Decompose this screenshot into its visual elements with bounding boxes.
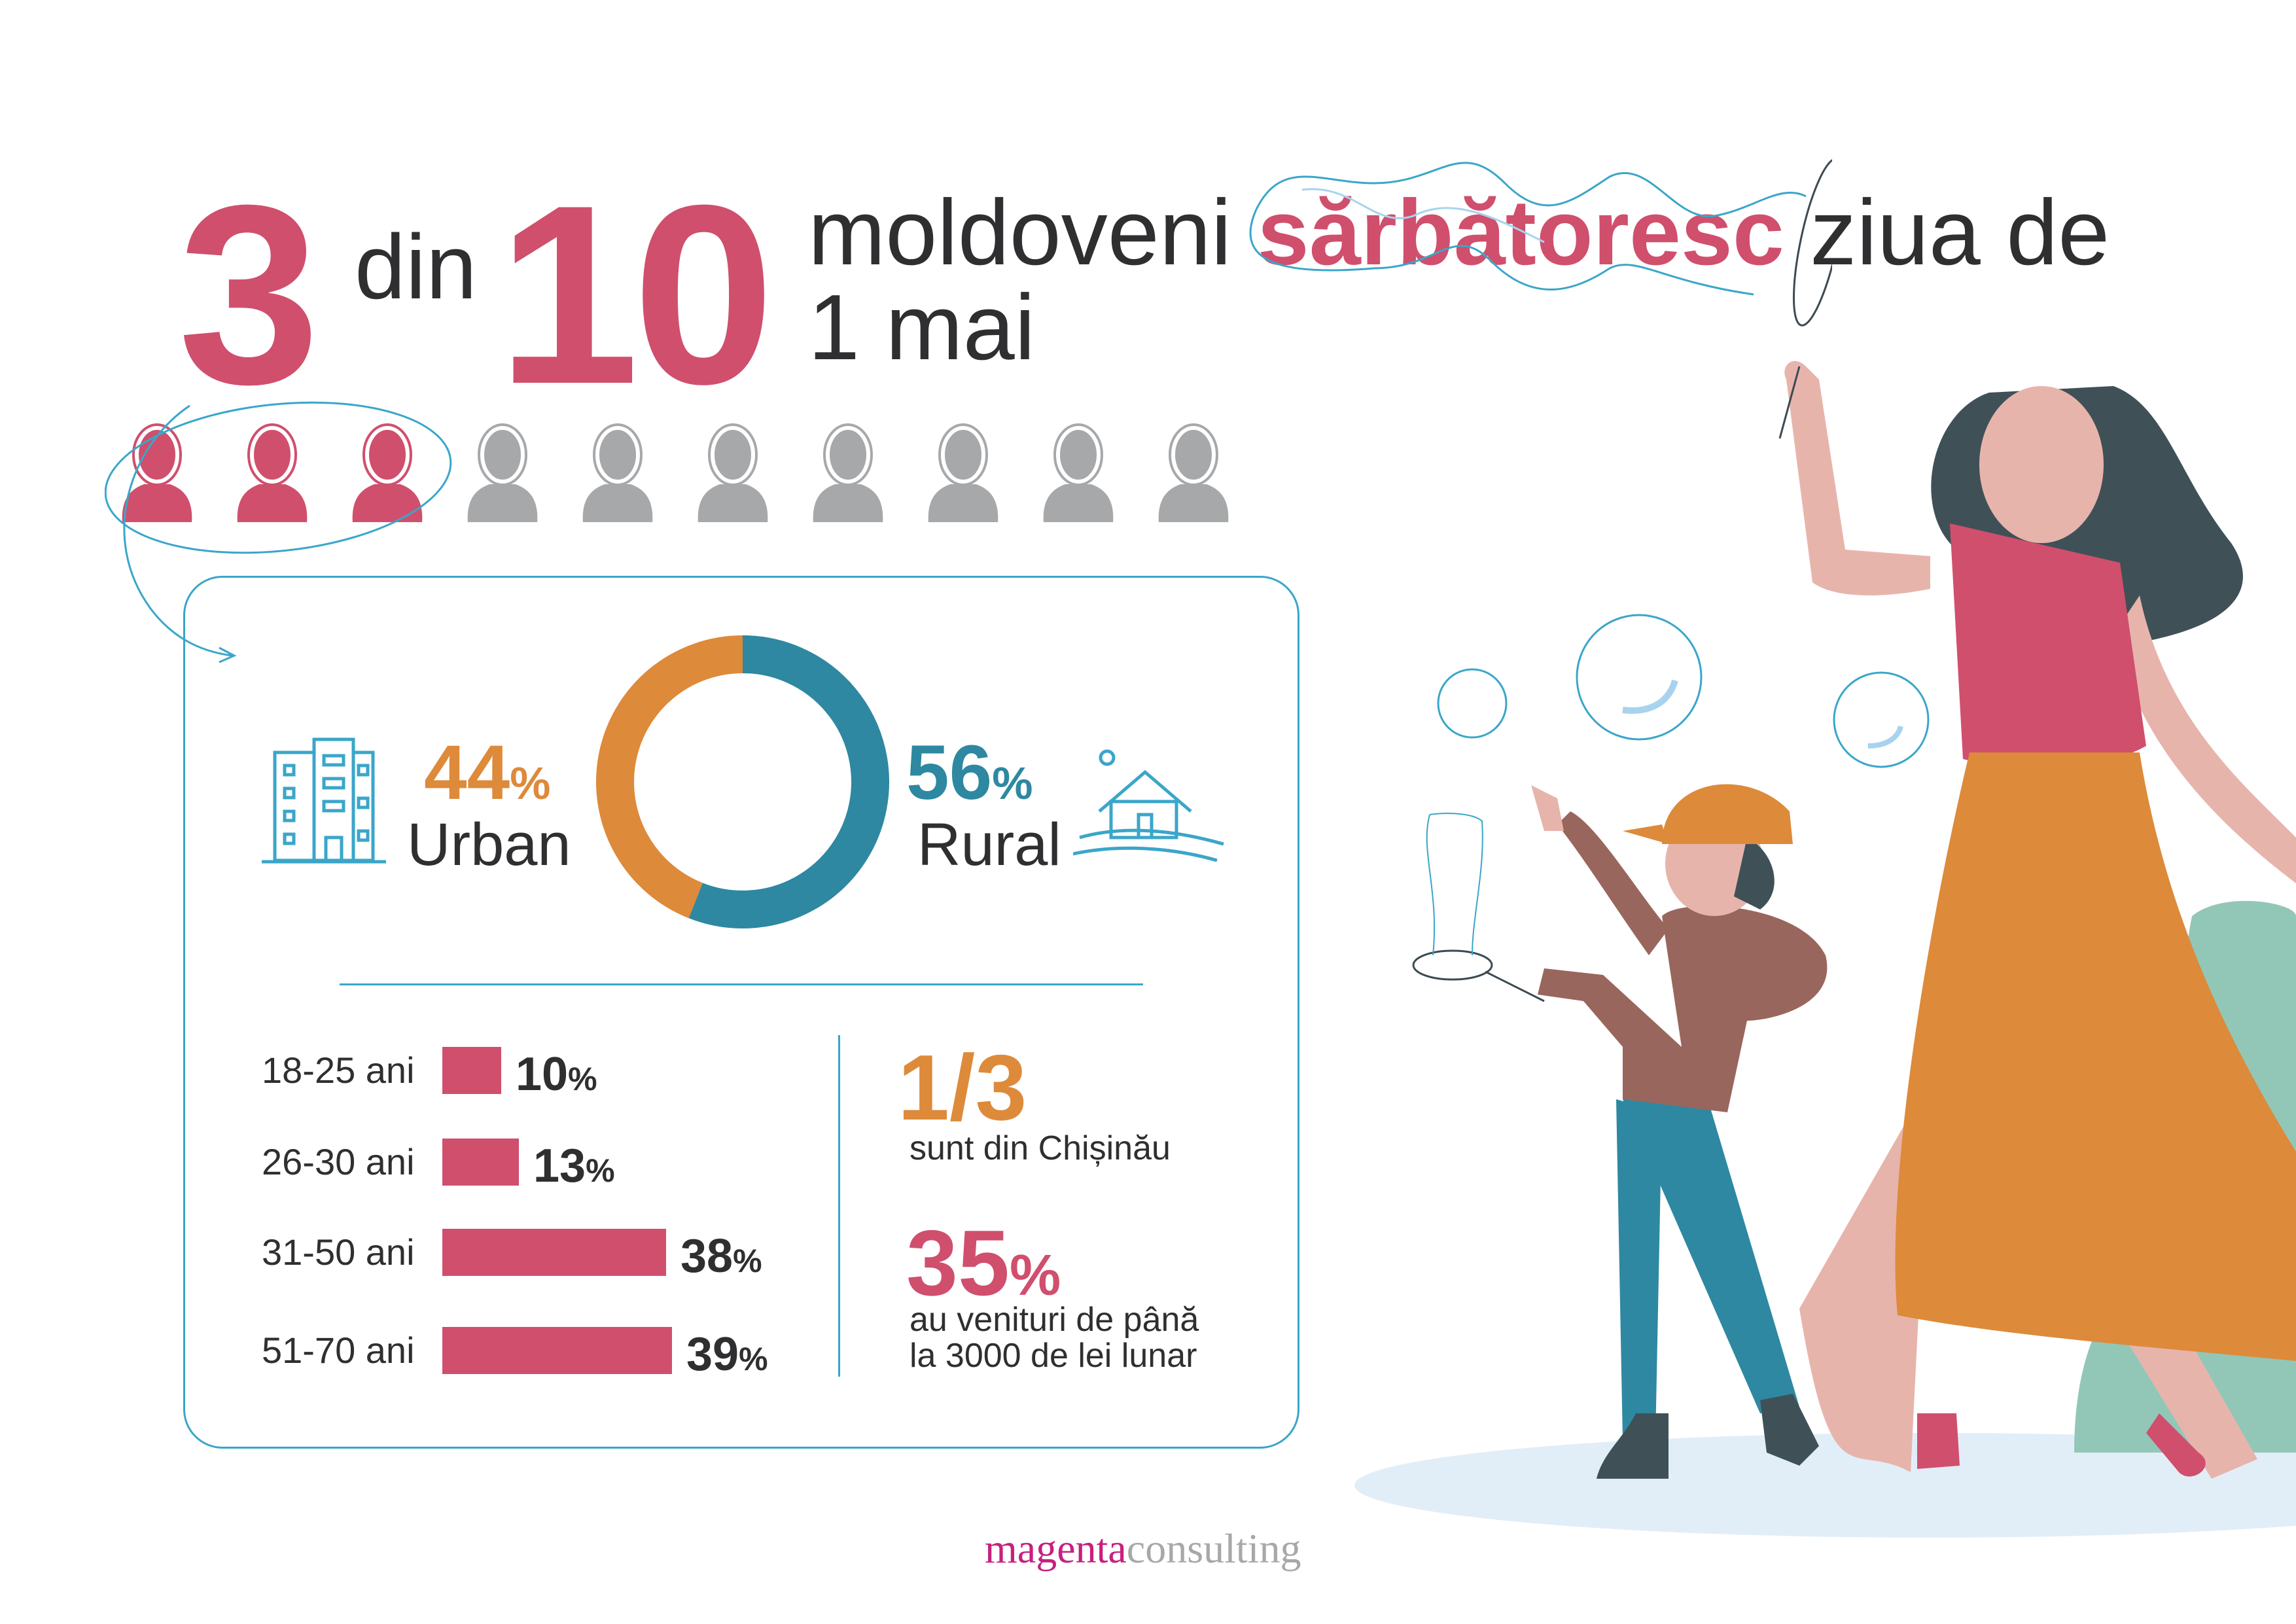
person-icon-highlighted [119, 423, 195, 525]
brand-logo: magentaconsulting [985, 1525, 1301, 1572]
person-icon-highlighted [349, 423, 425, 525]
age-bar-value: 38% [680, 1230, 762, 1282]
rural-percent: 56% [906, 730, 1033, 816]
person-icon [695, 423, 771, 525]
family-blowing-bubbles-illustration [1354, 361, 2296, 1538]
age-bar-value: 10% [516, 1048, 597, 1101]
age-label: 26-30 ani [262, 1141, 415, 1182]
fraction-value: 1/3 [898, 1036, 1027, 1140]
ground-shadow [1354, 1433, 2296, 1538]
age-bar [442, 1327, 672, 1374]
urban-percent: 44% [424, 730, 551, 816]
stats-card [183, 576, 1299, 1449]
person-icon [1040, 423, 1116, 525]
arrow-decoration-icon [123, 404, 237, 663]
age-bar-value: 39% [686, 1328, 768, 1381]
headline-line2: 1 mai [808, 275, 1036, 380]
income-percent: 35% [906, 1211, 1061, 1315]
age-bar-value: 13% [533, 1140, 615, 1192]
donut-segment-rural [688, 635, 889, 928]
rural-label: Rural [917, 811, 1061, 878]
headline-number-3: 3 [178, 152, 320, 437]
headline-number-10: 10 [497, 152, 775, 437]
person-icon [465, 423, 540, 525]
income-text-line1: au venituri de până [910, 1301, 1199, 1339]
age-bar [442, 1047, 501, 1094]
person-icon-highlighted [234, 423, 310, 525]
person-icon [1156, 423, 1231, 525]
vertical-divider [838, 1035, 840, 1377]
fraction-text: sunt din Chișinău [910, 1129, 1171, 1167]
age-bar [442, 1139, 519, 1186]
person-icon [810, 423, 886, 525]
person-icon [925, 423, 1001, 525]
headline-word: moldoveni [808, 181, 1232, 285]
donut-segment-urban [596, 635, 743, 919]
headline-din: din [355, 215, 477, 318]
headline-highlight: sărbătoresc [1257, 181, 1784, 285]
building-icon [262, 737, 386, 864]
person-icon [580, 423, 656, 525]
bubble-scribble-decoration [1249, 158, 1832, 327]
age-label: 31-50 ani [262, 1231, 415, 1273]
urban-rural-donut [596, 635, 889, 928]
age-label: 18-25 ani [262, 1050, 415, 1091]
section-divider [340, 983, 1143, 985]
people-row [105, 401, 1231, 554]
income-text-line2: la 3000 de lei lunar [910, 1337, 1197, 1375]
headline-word: ziua de [1810, 181, 2110, 285]
age-label: 51-70 ani [262, 1330, 415, 1371]
age-bar [442, 1229, 666, 1276]
bubbles-icon [1437, 614, 1930, 768]
urban-label: Urban [407, 811, 571, 878]
headline-line1: moldoveni sărbătoresc ziua de [808, 186, 2110, 279]
house-icon [1073, 749, 1224, 862]
